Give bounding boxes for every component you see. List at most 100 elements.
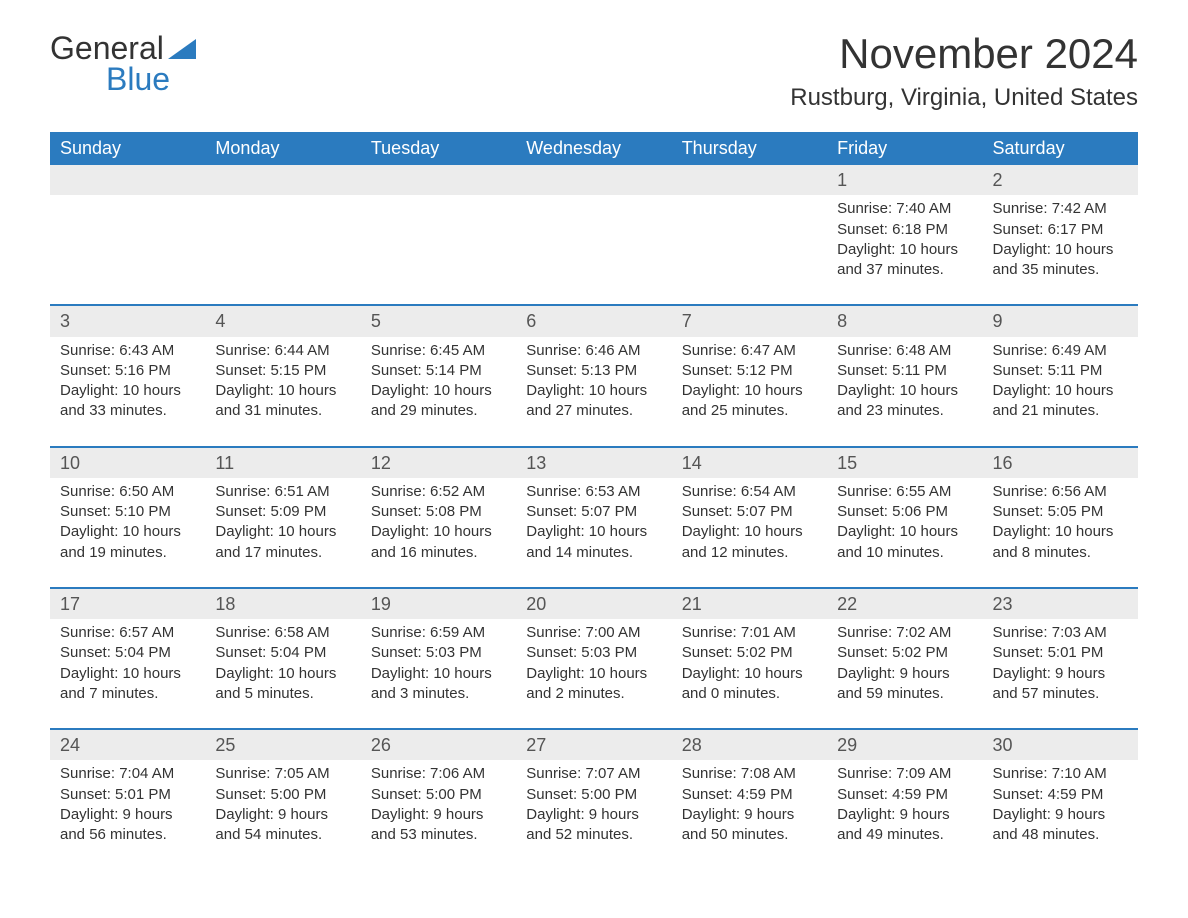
day-data-cell: Sunrise: 6:49 AMSunset: 5:11 PMDaylight:…	[983, 337, 1138, 447]
day-data-cell	[516, 195, 671, 305]
weekday-header: Sunday	[50, 132, 205, 165]
day-data-cell: Sunrise: 7:00 AMSunset: 5:03 PMDaylight:…	[516, 619, 671, 729]
daylight-text: Daylight: 9 hours and 49 minutes.	[837, 805, 972, 846]
day-number-row: 17181920212223	[50, 588, 1138, 619]
day-data-cell: Sunrise: 6:45 AMSunset: 5:14 PMDaylight:…	[361, 337, 516, 447]
day-data-cell: Sunrise: 7:40 AMSunset: 6:18 PMDaylight:…	[827, 195, 982, 305]
sunset-text: Sunset: 5:03 PM	[371, 643, 506, 663]
sunrise-text: Sunrise: 6:58 AM	[215, 623, 350, 643]
day-number-cell: 29	[827, 729, 982, 760]
sunset-text: Sunset: 5:16 PM	[60, 361, 195, 381]
sunset-text: Sunset: 5:00 PM	[215, 785, 350, 805]
sunrise-text: Sunrise: 7:09 AM	[837, 764, 972, 784]
day-number-cell: 30	[983, 729, 1138, 760]
day-data-cell: Sunrise: 7:10 AMSunset: 4:59 PMDaylight:…	[983, 760, 1138, 869]
day-data-row: Sunrise: 6:50 AMSunset: 5:10 PM Daylight:…	[50, 478, 1138, 588]
daylight-text: Daylight: 9 hours and 48 minutes.	[993, 805, 1128, 846]
sunset-text: Sunset: 5:10 PM	[60, 502, 195, 522]
sunrise-text: Sunrise: 7:07 AM	[526, 764, 661, 784]
daylight-text: Daylight: 10 hours and 27 minutes.	[526, 381, 661, 422]
sunset-text: Sunset: 4:59 PM	[682, 785, 817, 805]
sunset-text: Sunset: 5:04 PM	[60, 643, 195, 663]
sunset-text: Sunset: 5:14 PM	[371, 361, 506, 381]
sunset-text: Sunset: 5:03 PM	[526, 643, 661, 663]
month-title: November 2024	[790, 30, 1138, 78]
sunset-text: Sunset: 6:17 PM	[993, 220, 1128, 240]
sunrise-text: Sunrise: 7:04 AM	[60, 764, 195, 784]
day-number-cell: 9	[983, 305, 1138, 336]
logo-flag-icon	[168, 39, 196, 59]
day-data-cell: Sunrise: 6:44 AMSunset: 5:15 PMDaylight:…	[205, 337, 360, 447]
day-number-cell: 11	[205, 447, 360, 478]
sunrise-text: Sunrise: 7:10 AM	[993, 764, 1128, 784]
weekday-header: Friday	[827, 132, 982, 165]
logo-text-blue: Blue	[106, 61, 170, 98]
day-data-row: Sunrise: 6:43 AMSunset: 5:16 PMDaylight:…	[50, 337, 1138, 447]
sunrise-text: Sunrise: 7:00 AM	[526, 623, 661, 643]
sunset-text: Sunset: 5:00 PM	[371, 785, 506, 805]
day-number-cell: 17	[50, 588, 205, 619]
daylight-text: Daylight: 10 hours and 35 minutes.	[993, 240, 1128, 281]
day-number-cell: 28	[672, 729, 827, 760]
day-number-cell: 22	[827, 588, 982, 619]
daylight-text: Daylight: 10 hours and 3 minutes.	[371, 664, 506, 705]
sunrise-text: Sunrise: 6:59 AM	[371, 623, 506, 643]
day-data-cell: Sunrise: 7:42 AMSunset: 6:17 PMDaylight:…	[983, 195, 1138, 305]
weekday-header: Saturday	[983, 132, 1138, 165]
day-number-cell: 10	[50, 447, 205, 478]
weekday-header: Wednesday	[516, 132, 671, 165]
daylight-text: Daylight: 10 hours and 25 minutes.	[682, 381, 817, 422]
sunrise-text: Sunrise: 7:42 AM	[993, 199, 1128, 219]
day-data-cell: Sunrise: 6:57 AMSunset: 5:04 PMDaylight:…	[50, 619, 205, 729]
sunset-text: Sunset: 5:02 PM	[837, 643, 972, 663]
sunset-text: Sunset: 5:01 PM	[60, 785, 195, 805]
sunrise-text: Sunrise: 6:57 AM	[60, 623, 195, 643]
sunrise-text: Sunrise: 6:55 AM	[837, 482, 972, 502]
day-number-cell	[205, 165, 360, 195]
day-data-cell: Sunrise: 6:52 AMSunset: 5:08 PMDaylight:…	[361, 478, 516, 588]
sunrise-text: Sunrise: 6:46 AM	[526, 341, 661, 361]
day-number-cell: 8	[827, 305, 982, 336]
day-number-cell: 15	[827, 447, 982, 478]
day-data-cell: Sunrise: 6:51 AMSunset: 5:09 PMDaylight:…	[205, 478, 360, 588]
weekday-header: Thursday	[672, 132, 827, 165]
daylight-text: Daylight: 10 hours and 33 minutes.	[60, 381, 195, 422]
day-data-cell: Sunrise: 7:08 AMSunset: 4:59 PMDaylight:…	[672, 760, 827, 869]
day-data-cell: Sunrise: 7:09 AMSunset: 4:59 PMDaylight:…	[827, 760, 982, 869]
sunset-text: Sunset: 4:59 PM	[993, 785, 1128, 805]
day-number-cell: 16	[983, 447, 1138, 478]
daylight-text: Daylight: 10 hours and 2 minutes.	[526, 664, 661, 705]
daylight-text: Daylight: 10 hours and 14 minutes.	[526, 522, 661, 563]
day-data-cell: Sunrise: 7:06 AMSunset: 5:00 PMDaylight:…	[361, 760, 516, 869]
daylight-text: Daylight: 10 hours and 37 minutes.	[837, 240, 972, 281]
day-data-row: Sunrise: 7:04 AMSunset: 5:01 PM Daylight:…	[50, 760, 1138, 869]
sunset-text: Sunset: 5:11 PM	[837, 361, 972, 381]
daylight-text: Daylight: 10 hours and 21 minutes.	[993, 381, 1128, 422]
day-number-cell	[50, 165, 205, 195]
sunrise-text: Sunrise: 7:40 AM	[837, 199, 972, 219]
day-data-cell: Sunrise: 6:46 AMSunset: 5:13 PMDaylight:…	[516, 337, 671, 447]
day-number-cell: 18	[205, 588, 360, 619]
daylight-text: Daylight: 10 hours and 12 minutes.	[682, 522, 817, 563]
sunrise-text: Sunrise: 6:50 AM	[60, 482, 195, 502]
day-number-cell: 25	[205, 729, 360, 760]
logo: General Blue	[50, 30, 196, 98]
day-number-cell: 2	[983, 165, 1138, 195]
day-data-row: Sunrise: 7:40 AMSunset: 6:18 PMDaylight:…	[50, 195, 1138, 305]
sunrise-text: Sunrise: 6:45 AM	[371, 341, 506, 361]
day-data-cell: Sunrise: 7:03 AMSunset: 5:01 PMDaylight:…	[983, 619, 1138, 729]
day-data-row: Sunrise: 6:57 AMSunset: 5:04 PMDaylight:…	[50, 619, 1138, 729]
daylight-text: Daylight: 10 hours and 29 minutes.	[371, 381, 506, 422]
day-data-cell: Sunrise: 7:01 AMSunset: 5:02 PMDaylight:…	[672, 619, 827, 729]
daylight-text: Daylight: 10 hours and 16 minutes.	[371, 522, 506, 563]
sunrise-text: Sunrise: 6:56 AM	[993, 482, 1128, 502]
day-data-cell: Sunrise: 6:53 AMSunset: 5:07 PMDaylight:…	[516, 478, 671, 588]
daylight-text: Daylight: 9 hours and 54 minutes.	[215, 805, 350, 846]
day-data-cell: Sunrise: 6:55 AMSunset: 5:06 PMDaylight:…	[827, 478, 982, 588]
daylight-text: Daylight: 9 hours and 52 minutes.	[526, 805, 661, 846]
day-number-cell	[516, 165, 671, 195]
daylight-text: Daylight: 10 hours and 7 minutes.	[60, 664, 195, 705]
day-data-cell: Sunrise: 6:43 AMSunset: 5:16 PMDaylight:…	[50, 337, 205, 447]
sunset-text: Sunset: 5:05 PM	[993, 502, 1128, 522]
day-data-cell	[361, 195, 516, 305]
